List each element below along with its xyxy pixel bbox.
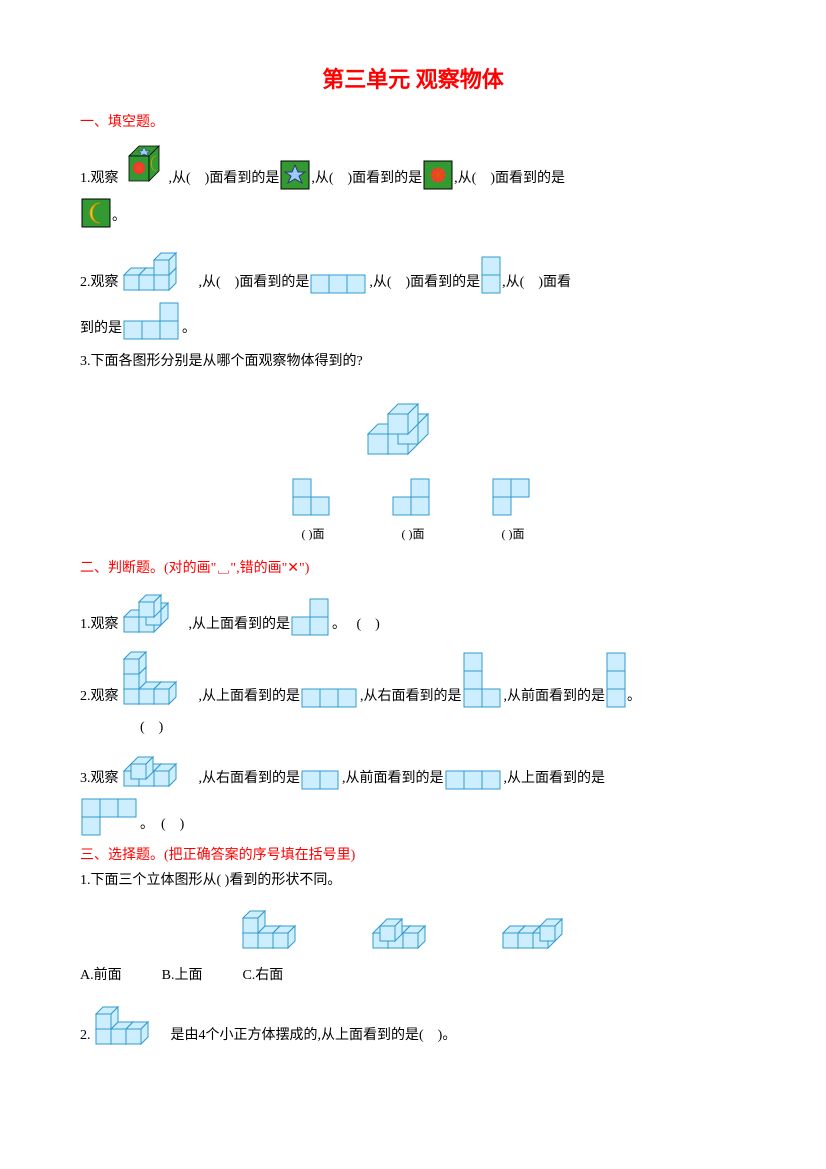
s2-q2: 2.观察 ,从上面看到的是 ,从右面看到的是 ,从前面看到的是 。 (80, 649, 746, 709)
view-a-icon (288, 474, 338, 524)
text: ,从上面看到的是 (189, 612, 291, 637)
cubes-3d-icon (119, 245, 199, 295)
text: ,从上面看到的是 (504, 766, 606, 791)
opt-a: A.前面 (80, 963, 122, 988)
flat-s2q2a-icon (300, 687, 360, 709)
s3-q2: 2. 是由4个小正方体摆成的,从上面看到的是( )。 (80, 999, 746, 1049)
section2-head: 二、判断题。(对的画"␣",错的画"✕") (80, 556, 746, 581)
text: ,从( )面看到的是 (169, 166, 280, 191)
moon-face-icon (80, 197, 112, 229)
text: ,从( )面看到的是 (311, 166, 422, 191)
text: ,从( )面看到的是 (369, 270, 480, 295)
caption: ( )面 (402, 524, 425, 546)
flat-3x1-icon (309, 273, 369, 295)
s1-q2: 2.观察 ,从( )面看到的是 ,从( )面看到的是 ,从( )面看 (80, 245, 746, 295)
text: 。 (182, 316, 196, 341)
cubes-3d-q3-icon (358, 384, 468, 464)
text: 。 (627, 684, 641, 709)
text: ,从前面看到的是 (504, 684, 606, 709)
text: 。 ( ) (140, 812, 184, 837)
view-b-icon (388, 474, 438, 524)
cube-dice-icon (119, 141, 169, 191)
flat-s2q3c-icon (80, 797, 140, 837)
flat-s2q3b-icon (444, 769, 504, 791)
cubes-s2q3-icon (119, 746, 199, 791)
text: ,从前面看到的是 (342, 766, 444, 791)
text: 2.观察 (80, 684, 119, 709)
caption: ( )面 (502, 524, 525, 546)
text: 3.观察 (80, 766, 119, 791)
flat-L-icon (122, 301, 182, 341)
star-face-icon (279, 159, 311, 191)
cubes-s2q1-icon (119, 587, 189, 637)
s1-q3-views: ( )面 ( )面 ( )面 (80, 474, 746, 546)
text: 2. (80, 1023, 91, 1048)
s1-q1-cont: 。 (80, 197, 746, 229)
flat-s2q1-icon (290, 597, 332, 637)
text: ,从( )面看到的是 (454, 166, 565, 191)
flat-s2q3a-icon (300, 769, 342, 791)
page-title: 第三单元 观察物体 (80, 60, 746, 100)
section1-head: 一、填空题。 (80, 110, 746, 135)
s1-q3-main (80, 384, 746, 464)
opt-c: C.右面 (242, 963, 283, 988)
s2-q2-mark: ( ) (140, 715, 746, 740)
text: 1.观察 (80, 166, 119, 191)
flat-1x2-icon (480, 255, 502, 295)
text: ,从右面看到的是 (360, 684, 462, 709)
caption: ( )面 (302, 524, 325, 546)
text: 。 ( ) (332, 612, 380, 637)
s3-q1-opts: A.前面 B.上面 C.右面 (80, 963, 746, 988)
text: 是由4个小正方体摆成的,从上面看到的是( )。 (171, 1023, 457, 1048)
s3-q1-figs (80, 903, 746, 953)
text: 2.观察 (80, 270, 119, 295)
text: ,从( )面看 (502, 270, 571, 295)
text: 。 (112, 204, 126, 229)
s1-q1: 1.观察 ,从( )面看到的是 ,从( )面看到的是 ,从( )面看到的是 (80, 141, 746, 191)
s2-q3: 3.观察 ,从右面看到的是 ,从前面看到的是 ,从上面看到的是 (80, 746, 746, 791)
text: ( ) (140, 715, 163, 740)
text: ,从上面看到的是 (199, 684, 301, 709)
s2-q3-cont: 。 ( ) (80, 797, 746, 837)
text: 到的是 (80, 316, 122, 341)
flat-s2q2c-icon (605, 651, 627, 709)
opt-b: B.上面 (162, 963, 203, 988)
cubes-s2q2-icon (119, 649, 199, 709)
flat-s2q2b-icon (462, 651, 504, 709)
text: ,从右面看到的是 (199, 766, 301, 791)
text: ,从( )面看到的是 (199, 270, 310, 295)
s3-q1-text: 1.下面三个立体图形从( )看到的形状不同。 (80, 868, 746, 893)
cubes-s3c-icon (498, 903, 588, 953)
s2-q1: 1.观察 ,从上面看到的是 。 ( ) (80, 587, 746, 637)
text: 1.观察 (80, 612, 119, 637)
cubes-s3a-icon (238, 903, 318, 953)
cubes-s3q2-icon (91, 999, 171, 1049)
view-c-icon (488, 474, 538, 524)
s1-q3-text: 3.下面各图形分别是从哪个面观察物体得到的? (80, 349, 746, 374)
section3-head: 三、选择题。(把正确答案的序号填在括号里) (80, 843, 746, 868)
cubes-s3b-icon (368, 903, 448, 953)
sun-face-icon (422, 159, 454, 191)
s1-q2-cont: 到的是 。 (80, 301, 746, 341)
